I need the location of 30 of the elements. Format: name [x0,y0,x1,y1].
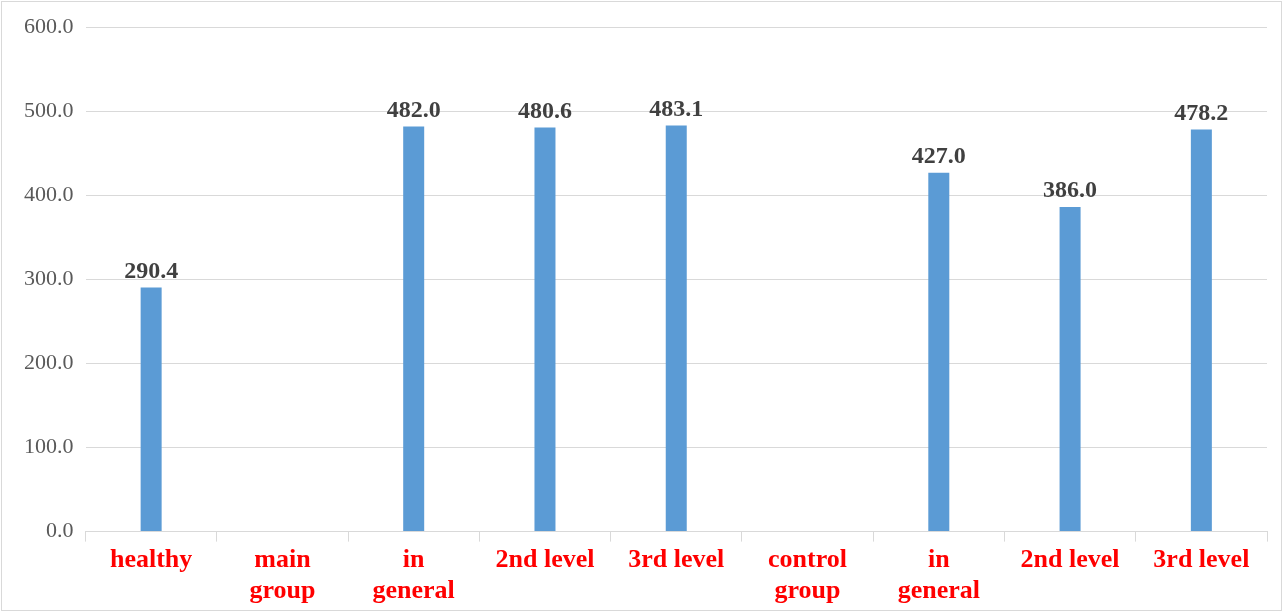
y-tick-label: 400.0 [24,181,74,207]
data-label: 427.0 [911,141,966,168]
x-tick-label: control group [768,543,847,605]
x-tick-label: in general [372,543,455,605]
y-tick-label: 600.0 [24,12,74,38]
y-tick-label: 0.0 [46,517,74,543]
data-label: 478.2 [1174,98,1229,125]
data-label: 480.6 [517,96,572,123]
bar [403,126,425,532]
x-tick-label: main group [249,543,316,605]
x-tick-label: healthy [109,543,193,573]
x-tick-label: in general [897,543,980,605]
bar [928,172,950,532]
data-label: 482.0 [386,95,441,122]
y-tick-label: 300.0 [24,265,74,291]
bar [665,125,687,532]
bar [140,287,162,532]
x-tick-label: 3rd level [628,543,725,573]
bar [534,127,556,532]
data-label: 386.0 [1043,176,1098,203]
y-tick-label: 500.0 [24,97,74,123]
bar [1190,129,1212,532]
data-label: 290.4 [124,256,179,283]
bar [1059,207,1081,532]
y-tick-label: 100.0 [24,433,74,459]
x-tick-label: 2nd level [495,543,595,573]
y-tick-label: 200.0 [24,349,74,375]
data-label: 483.1 [649,94,704,121]
x-tick-label: 2nd level [1020,543,1120,573]
x-tick-label: 3rd level [1153,543,1250,573]
